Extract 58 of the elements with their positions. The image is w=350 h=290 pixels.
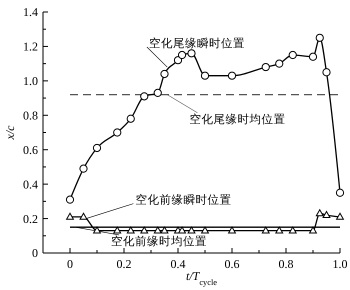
point bbox=[316, 209, 324, 216]
point bbox=[178, 50, 186, 60]
point bbox=[126, 226, 135, 234]
point bbox=[309, 226, 317, 234]
x-tick-label: 0.2 bbox=[116, 257, 132, 271]
y-tick-label: 1.4 bbox=[23, 5, 38, 20]
y-tick-label: 0.6 bbox=[23, 142, 38, 157]
y-tick-label: 0.2 bbox=[23, 212, 38, 226]
point bbox=[275, 60, 284, 68]
x-axis-title: t/T$_{cycle}$ bbox=[186, 269, 218, 286]
legend-label: 空化尾缘时均位置 bbox=[189, 112, 286, 126]
point bbox=[113, 226, 122, 234]
x-tick-label: 0.8 bbox=[278, 257, 294, 271]
series-label: 空化尾缘瞬时位置 bbox=[148, 36, 245, 50]
point bbox=[201, 226, 209, 234]
point bbox=[288, 50, 297, 60]
point bbox=[188, 226, 196, 234]
point bbox=[126, 114, 135, 123]
point bbox=[140, 226, 148, 234]
point bbox=[178, 226, 186, 234]
point bbox=[288, 226, 297, 234]
series-label: 空化前缘瞬时位置 bbox=[135, 192, 232, 207]
point bbox=[154, 88, 162, 98]
point bbox=[154, 226, 162, 234]
y-axis-title: x/c bbox=[3, 124, 17, 140]
point bbox=[160, 226, 168, 234]
y-tick-label: 1.2 bbox=[23, 40, 38, 54]
x-tick-label: 1.0 bbox=[332, 257, 348, 271]
point bbox=[228, 226, 236, 234]
point bbox=[113, 128, 122, 137]
point bbox=[316, 34, 324, 42]
point bbox=[80, 212, 88, 220]
point bbox=[79, 164, 88, 173]
point bbox=[336, 212, 344, 220]
x-tick-label: 0.4 bbox=[170, 257, 186, 271]
point bbox=[93, 226, 101, 234]
point bbox=[262, 226, 270, 234]
point bbox=[160, 70, 169, 78]
point bbox=[322, 68, 331, 76]
x-tick-label: 0.6 bbox=[224, 257, 240, 271]
point bbox=[228, 72, 236, 80]
x-tick-label: 0 bbox=[67, 257, 73, 271]
point bbox=[187, 49, 196, 58]
y-tick-label: 0.8 bbox=[23, 108, 38, 122]
point bbox=[322, 211, 330, 218]
point bbox=[200, 72, 210, 80]
point bbox=[66, 196, 74, 204]
point bbox=[140, 92, 148, 100]
ref-line-label: 空化前缘时均位置 bbox=[111, 234, 208, 248]
point bbox=[275, 226, 284, 234]
y-tick-label: 0 bbox=[32, 246, 38, 260]
point bbox=[66, 212, 74, 220]
point bbox=[262, 62, 270, 72]
point bbox=[308, 52, 318, 61]
point bbox=[92, 144, 102, 152]
y-tick-label: 0.4 bbox=[23, 177, 38, 192]
y-tick-label: 1.0 bbox=[23, 74, 38, 88]
point bbox=[336, 188, 344, 197]
